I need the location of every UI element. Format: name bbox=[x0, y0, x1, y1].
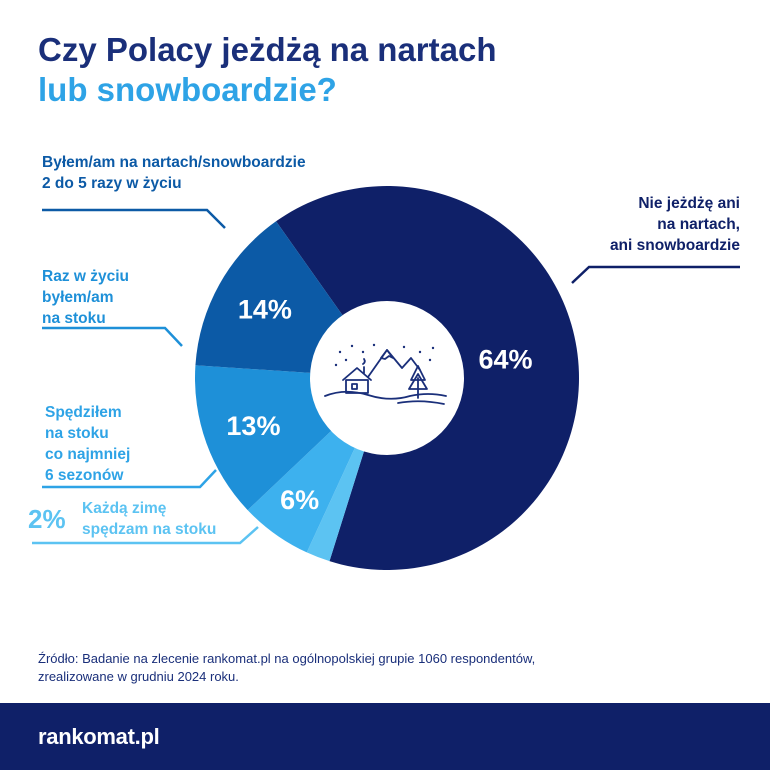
label-line: spędzam na stoku bbox=[82, 521, 217, 538]
slice-percent-label: 14% bbox=[238, 295, 292, 325]
label-line: Każdą zimę bbox=[82, 500, 167, 517]
label-line: na stoku bbox=[45, 425, 109, 442]
label-line: na nartach, bbox=[657, 216, 740, 233]
slice-percent-label: 64% bbox=[479, 344, 533, 374]
label-kazda-zime-pct: 2% bbox=[28, 504, 66, 534]
label-line: co najmniej bbox=[45, 446, 131, 463]
source-note: Źródło: Badanie na zlecenie rankomat.pl … bbox=[38, 650, 535, 686]
title-line-1: Czy Polacy jeżdżą na nartach bbox=[38, 31, 497, 68]
leader-line bbox=[42, 208, 226, 229]
label-line: Nie jeżdżę ani bbox=[638, 195, 740, 212]
title-line-2: lub snowboardzie? bbox=[38, 71, 337, 108]
leader-line bbox=[571, 265, 740, 284]
label-kazda-zime: Każdą zimę spędzam na stoku bbox=[82, 498, 216, 540]
mountain-cabin-icon bbox=[324, 349, 447, 405]
label-line: Spędziłem bbox=[45, 404, 122, 421]
label-line: Byłem/am na nartach/snowboardzie bbox=[42, 154, 306, 171]
label-line: 2 do 5 razy w życiu bbox=[42, 175, 182, 192]
source-line-2: zrealizowane w grudniu 2024 roku. bbox=[38, 669, 239, 684]
donut-hole bbox=[310, 301, 464, 455]
label-line: na stoku bbox=[42, 310, 106, 327]
footer-bar: rankomat.pl bbox=[0, 703, 770, 770]
leader-line bbox=[32, 526, 259, 545]
leader-line bbox=[42, 326, 183, 347]
leader-line bbox=[42, 469, 217, 489]
label-6-sezonow: Spędziłem na stoku co najmniej 6 sezonów bbox=[45, 402, 130, 486]
label-2-5-razy: Byłem/am na nartach/snowboardzie 2 do 5 … bbox=[42, 152, 306, 194]
label-nie-jezdze: Nie jeżdżę ani na nartach, ani snowboard… bbox=[580, 193, 740, 256]
label-line: 6 sezonów bbox=[45, 467, 124, 484]
rankomat-logo: rankomat.pl bbox=[38, 724, 160, 749]
chart-title: Czy Polacy jeżdżą na nartach lub snowboa… bbox=[38, 30, 497, 110]
slice-percent-label: 6% bbox=[280, 485, 319, 515]
source-line-1: Źródło: Badanie na zlecenie rankomat.pl … bbox=[38, 651, 536, 666]
label-line: byłem/am bbox=[42, 289, 114, 306]
label-raz-w-zyciu: Raz w życiu byłem/am na stoku bbox=[42, 266, 129, 329]
slice-percent-label: 13% bbox=[226, 411, 280, 441]
label-line: Raz w życiu bbox=[42, 268, 129, 285]
label-line: ani snowboardzie bbox=[609, 237, 740, 254]
snow-dots bbox=[334, 343, 435, 367]
